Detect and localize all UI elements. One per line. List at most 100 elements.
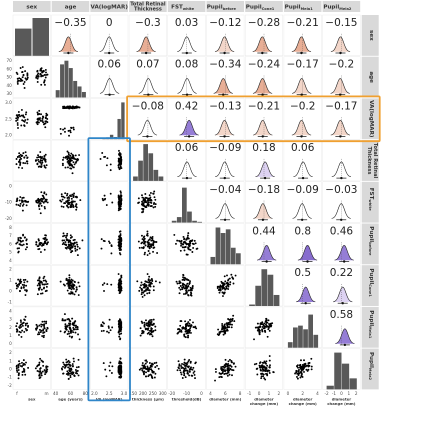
data-point [73, 360, 75, 363]
data-point [75, 105, 78, 108]
data-point [103, 194, 106, 197]
data-point [68, 372, 71, 375]
data-point [20, 155, 23, 158]
data-point [261, 322, 263, 324]
x-tick-label: 0 [258, 391, 261, 396]
data-point [70, 152, 73, 155]
data-point [70, 205, 73, 208]
column-header-label: sex [26, 5, 37, 11]
data-point [45, 71, 47, 74]
data-point [69, 376, 72, 379]
x-axis-label: diameter [293, 396, 313, 401]
data-point [264, 369, 267, 372]
data-point [222, 330, 225, 333]
posterior-density-curve [252, 36, 272, 52]
data-point [117, 166, 120, 169]
data-point [40, 329, 43, 332]
row-header-label-group: FSTwhite [368, 188, 374, 212]
data-point [15, 119, 18, 122]
data-point [104, 368, 107, 371]
data-point [72, 200, 75, 203]
data-point [190, 291, 192, 294]
histogram-bar [77, 86, 82, 98]
data-point [24, 119, 27, 121]
posterior-mean-point [223, 51, 226, 55]
y-tick-label: 1 [9, 358, 12, 363]
data-point [40, 165, 43, 167]
x-tick-label: 3.0 [121, 391, 128, 396]
data-point [41, 335, 44, 337]
data-point [77, 374, 80, 377]
data-point [187, 285, 190, 287]
data-point [17, 127, 19, 129]
y-tick-label: 2 [9, 267, 12, 272]
y-tick-label: 3.0 [5, 100, 12, 105]
posterior-mean-point [263, 176, 267, 180]
data-point [139, 334, 142, 337]
data-point [150, 328, 153, 331]
data-point [140, 320, 143, 323]
data-point [150, 205, 153, 207]
data-point [118, 241, 121, 244]
data-point [69, 364, 72, 367]
data-point [27, 324, 30, 327]
panel-background [206, 348, 245, 390]
data-point [150, 237, 153, 240]
histogram-bar [308, 314, 313, 348]
x-tick-label: 0 [287, 391, 290, 396]
data-point [150, 319, 153, 321]
data-point [38, 280, 41, 283]
row-header-label: VA(logMAR) [368, 100, 374, 138]
data-point [183, 374, 186, 377]
data-point [68, 274, 71, 277]
data-point [46, 365, 49, 368]
data-point [149, 199, 152, 202]
data-point [68, 327, 71, 330]
data-point [26, 243, 28, 246]
data-point [189, 360, 192, 363]
y-tick-label: -20 [5, 216, 12, 221]
x-tick-label: 60 [68, 391, 74, 396]
data-point [257, 328, 260, 331]
data-point [72, 157, 75, 160]
y-tick-label: 5 [9, 250, 12, 255]
data-point [220, 372, 223, 375]
row-header-strip [361, 348, 379, 390]
data-point [184, 362, 187, 365]
data-point [37, 282, 40, 285]
data-point [111, 326, 114, 329]
correlation-value: 0.58 [330, 309, 353, 321]
data-point [72, 166, 75, 169]
histogram-bar [81, 91, 86, 98]
correlation-value: −0.03 [325, 184, 357, 196]
y-tick-label: 4 [9, 308, 12, 313]
data-point [187, 360, 190, 363]
data-point [222, 285, 224, 287]
data-point [19, 67, 22, 69]
column-header-strip [283, 1, 322, 12]
data-point [117, 330, 120, 333]
data-point [226, 374, 229, 377]
posterior-mean-point [343, 343, 347, 347]
data-point [64, 156, 67, 159]
data-point [120, 160, 123, 163]
data-point [298, 364, 301, 367]
data-point [72, 287, 75, 290]
data-point [229, 364, 232, 367]
data-point [141, 369, 144, 372]
data-point [21, 204, 24, 207]
row-header-label-group: Pupilbefore [368, 226, 374, 256]
data-point [67, 153, 70, 156]
data-point [140, 234, 143, 237]
data-point [138, 368, 141, 371]
histogram-bar [109, 134, 114, 140]
data-point [175, 280, 178, 283]
data-point [147, 239, 150, 242]
data-point [154, 241, 156, 243]
histogram-bar [68, 68, 73, 98]
data-point [40, 251, 42, 253]
x-tick-label: 0 [340, 391, 343, 396]
data-point [73, 284, 76, 287]
data-point [46, 118, 49, 120]
data-point [17, 110, 20, 113]
